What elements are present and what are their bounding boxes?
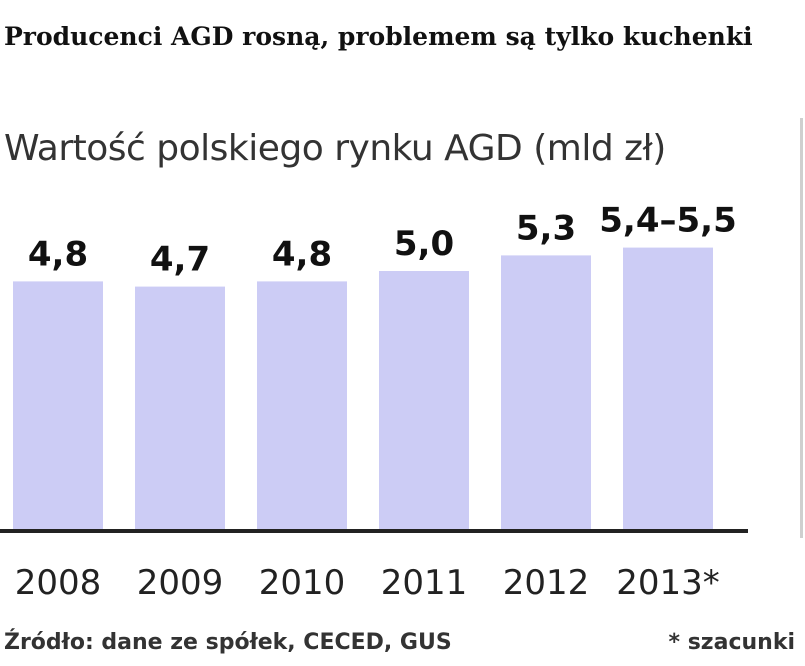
- bars-group: [13, 247, 713, 531]
- tick-label-2009: 2009: [137, 563, 224, 603]
- edge-divider: [800, 118, 803, 538]
- bar-2010: [257, 281, 347, 531]
- bar-2008: [13, 281, 103, 531]
- tick-label-2013*: 2013*: [616, 563, 720, 603]
- value-label-2013*: 5,4–5,5: [599, 201, 736, 241]
- tick-label-2011: 2011: [381, 563, 468, 603]
- bar-2009: [135, 286, 225, 531]
- bar-2013*: [623, 247, 713, 531]
- value-labels-group: 4,8 4,7 4,8 5,0 5,3 5,4–5,5: [28, 201, 737, 280]
- value-label-2009: 4,7: [150, 240, 210, 280]
- source-note: Źródło: dane ze spółek, CECED, GUS: [4, 630, 452, 655]
- headline: Producenci AGD rosną, problemem są tylko…: [4, 22, 753, 51]
- tick-labels-group: 2008 2009 2010 2011 2012 2013*: [15, 563, 720, 603]
- tick-label-2010: 2010: [259, 563, 346, 603]
- estimate-note: * szacunki: [668, 630, 795, 655]
- bar-2011: [379, 271, 469, 531]
- chart-title: Wartość polskiego rynku AGD (mld zł): [4, 128, 666, 169]
- value-label-2012: 5,3: [516, 208, 576, 248]
- tick-label-2012: 2012: [503, 563, 590, 603]
- value-label-2010: 4,8: [272, 234, 332, 274]
- value-label-2011: 5,0: [394, 224, 454, 264]
- bar-2012: [501, 255, 591, 531]
- tick-label-2008: 2008: [15, 563, 102, 603]
- value-label-2008: 4,8: [28, 234, 88, 274]
